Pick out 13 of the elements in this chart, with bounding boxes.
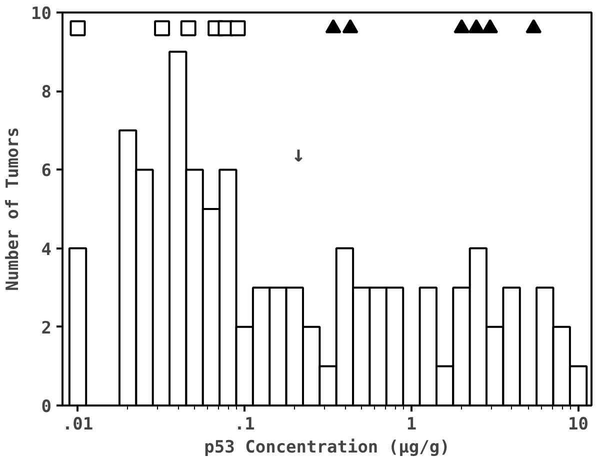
x-tick-label: .1 [234,414,255,434]
y-axis-title: Number of Tumors [3,127,24,291]
x-tick-label: 1 [406,414,417,434]
x-tick-label: 10 [568,414,589,434]
x-tick-label: .01 [62,414,94,434]
annotation: ↓ [292,142,306,168]
y-tick-label: 0 [41,397,52,417]
x-axis-title: p53 Concentration (µg/g) [204,438,450,458]
y-tick-label: 2 [41,318,52,338]
y-tick-label: 6 [41,161,52,182]
y-tick-label: 10 [31,4,52,24]
y-tick-label: 8 [41,82,52,103]
y-tick-label: 4 [41,240,52,260]
